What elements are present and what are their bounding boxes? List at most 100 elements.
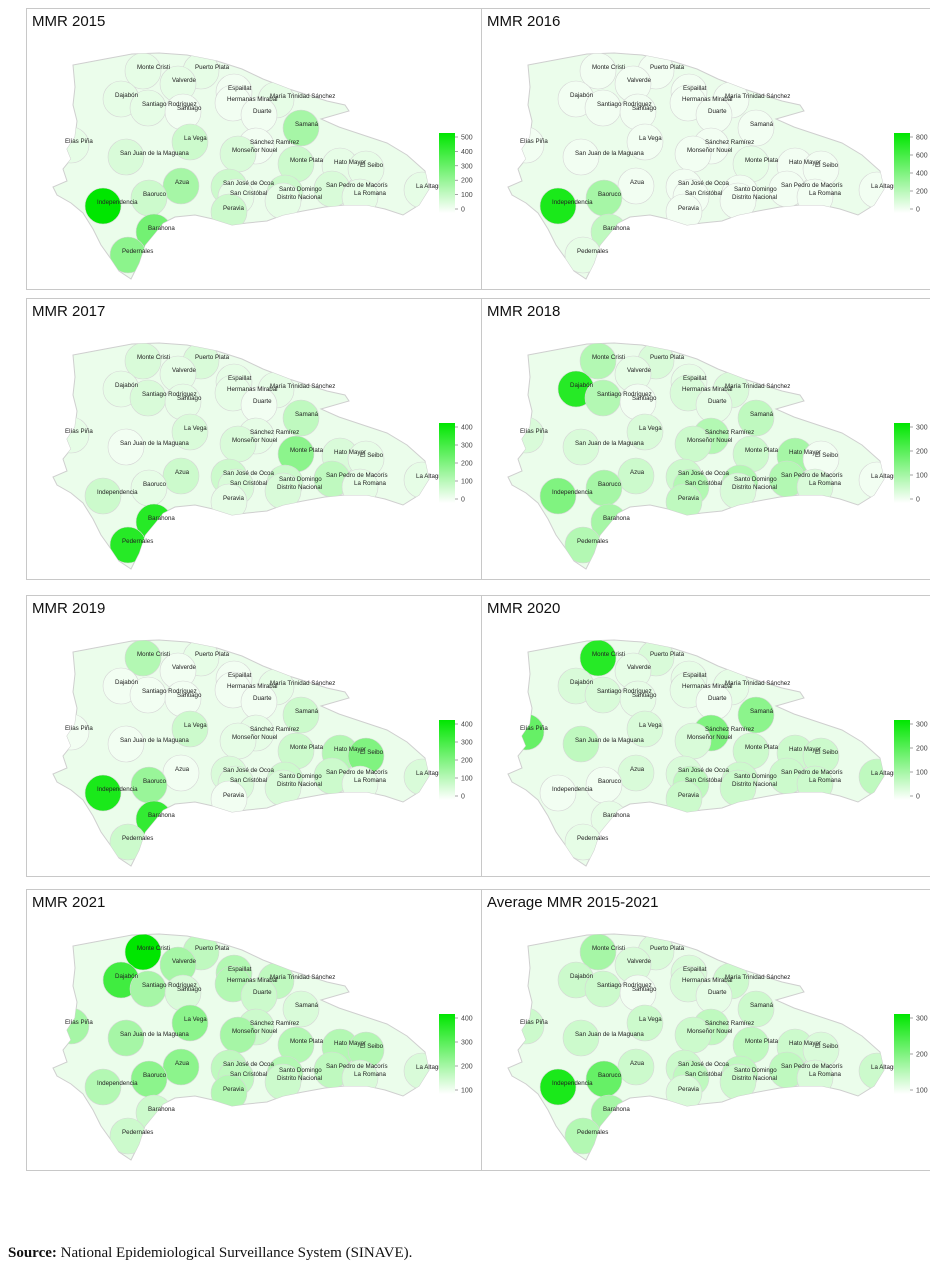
legend-tick-label: 0 <box>461 497 465 504</box>
province-area <box>53 126 90 164</box>
province-label: Espaillat <box>683 966 707 973</box>
province-label: Monte Plata <box>745 447 779 454</box>
province-label: Santiago <box>177 986 202 993</box>
province-label: Valverde <box>627 367 652 374</box>
province-label: Independencia <box>552 786 593 793</box>
province-area <box>585 766 623 804</box>
province-label: Monte Cristi <box>592 64 625 71</box>
province-label: San Cristóbal <box>685 480 722 487</box>
province-label: Duarte <box>253 108 272 115</box>
province-area <box>53 416 90 454</box>
province-area <box>130 766 168 804</box>
province-label: Peravia <box>678 495 700 502</box>
province-area <box>171 710 209 748</box>
legend-tick-label: 600 <box>916 153 928 160</box>
province-area <box>130 469 168 507</box>
province-area <box>617 167 655 205</box>
province-label: La Vega <box>639 425 662 432</box>
map-panel: MMR 2015 Monte Cristi Puerto Plata Valverde… <box>26 8 489 290</box>
province-label: Independencia <box>97 786 138 793</box>
province-label: El Seibo <box>815 452 839 459</box>
province-area <box>562 1019 600 1057</box>
map-panel: MMR 2016 Monte Cristi Puerto Plata Valverde… <box>481 8 930 290</box>
province-area <box>109 236 147 274</box>
province-label: Dajabón <box>115 92 139 99</box>
province-label: La Altagracia <box>416 770 452 777</box>
province-area <box>858 461 884 499</box>
province-area <box>130 1060 168 1098</box>
province-label: La Vega <box>184 425 207 432</box>
province-label: Monseñor Nouel <box>232 1028 277 1035</box>
province-area <box>210 193 248 231</box>
province-label: Santiago Rodríguez <box>142 982 197 989</box>
panel-title: Average MMR 2015-2021 <box>487 894 659 911</box>
province-label: Samaná <box>750 121 774 128</box>
province-area <box>539 1068 577 1106</box>
legend-tick-label: 100 <box>461 479 473 486</box>
province-area <box>403 461 429 499</box>
province-label: San José de Ocoa <box>678 470 729 477</box>
province-label: Espaillat <box>228 85 252 92</box>
province-area <box>617 754 655 792</box>
province-label: Elías Piña <box>65 725 93 732</box>
province-label: Independencia <box>97 489 138 496</box>
province-label: Barahona <box>148 812 175 819</box>
province-label: Duarte <box>708 989 727 996</box>
province-label: Barahona <box>148 225 175 232</box>
map-panel: MMR 2018 Monte Cristi Puerto Plata Valverde… <box>481 298 930 580</box>
province-label: El Seibo <box>360 749 384 756</box>
province-area <box>564 236 602 274</box>
province-label: El Seibo <box>360 452 384 459</box>
province-label: San José de Ocoa <box>223 470 274 477</box>
province-label: Hermanas Mirabal <box>227 386 278 393</box>
province-label: El Seibo <box>815 749 839 756</box>
province-area <box>665 780 703 818</box>
province-label: Duarte <box>708 695 727 702</box>
province-label: María Trinidad Sánchez <box>270 974 335 981</box>
panel-title: MMR 2015 <box>32 13 106 30</box>
province-area <box>109 526 147 564</box>
province-label: La Altagracia <box>416 1064 452 1071</box>
province-label: Monte Cristi <box>592 354 625 361</box>
legend-tick-label: 300 <box>916 722 928 729</box>
province-label: Samaná <box>750 1002 774 1009</box>
province-label: Espaillat <box>683 85 707 92</box>
province-area <box>626 123 664 161</box>
province-label: Baoruco <box>598 1072 622 1079</box>
province-label: San Cristóbal <box>230 480 267 487</box>
province-label: Samaná <box>295 1002 319 1009</box>
province-label: Monseñor Nouel <box>232 734 277 741</box>
province-label: San Cristóbal <box>685 190 722 197</box>
province-label: Santo Domingo <box>734 186 777 193</box>
province-label: María Trinidad Sánchez <box>725 974 790 981</box>
province-area <box>564 1117 602 1155</box>
legend-tick-label: 300 <box>461 740 473 747</box>
province-label: Hato Mayor <box>334 159 366 166</box>
province-label: Santo Domingo <box>734 773 777 780</box>
province-area <box>171 1004 209 1042</box>
province-label: Santiago <box>632 692 657 699</box>
province-label: Santiago Rodríguez <box>597 688 652 695</box>
map-panel: MMR 2017 Monte Cristi Puerto Plata Valverde… <box>26 298 489 580</box>
province-label: La Romana <box>809 190 842 197</box>
province-label: San Pedro de Macorís <box>781 472 843 479</box>
legend-tick-label: 500 <box>461 135 473 142</box>
legend-tick-label: 300 <box>916 425 928 432</box>
province-label: Monseñor Nouel <box>232 437 277 444</box>
province-area <box>124 640 162 677</box>
province-label: Monte Cristi <box>137 651 170 658</box>
province-label: San José de Ocoa <box>678 180 729 187</box>
legend-tick-label: 400 <box>461 722 473 729</box>
province-area <box>162 167 200 205</box>
province-label: Elías Piña <box>520 138 548 145</box>
province-label: Dajabón <box>570 92 594 99</box>
province-area <box>130 179 168 217</box>
province-label: La Vega <box>184 135 207 142</box>
province-area <box>579 343 617 380</box>
province-label: Hermanas Mirabal <box>227 96 278 103</box>
legend-tick-label: 0 <box>461 207 465 214</box>
choropleth-map: Monte Cristi Puerto Plata Valverde Espailla… <box>507 52 928 280</box>
province-label: Pedernales <box>577 538 608 545</box>
province-label: Distrito Nacional <box>732 1075 777 1082</box>
province-label: San Cristóbal <box>230 190 267 197</box>
